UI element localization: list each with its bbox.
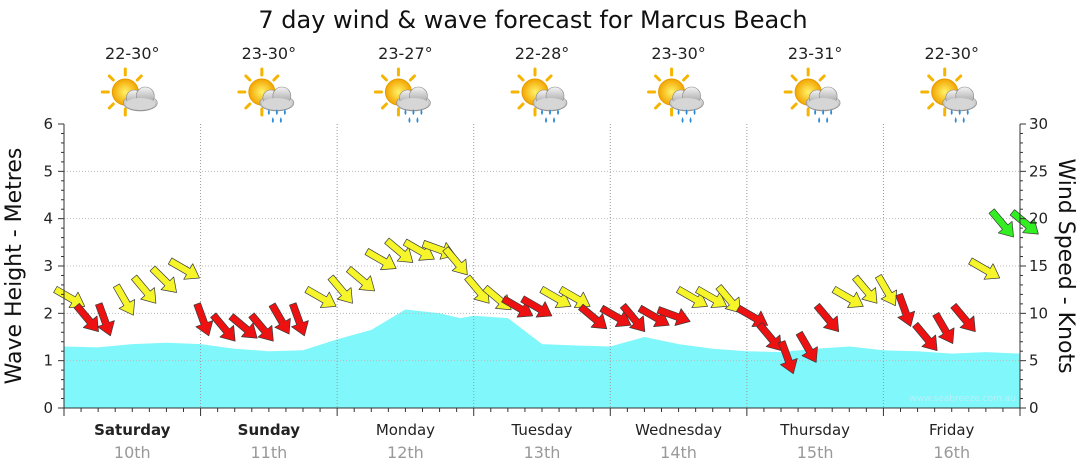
wind-arrow xyxy=(228,313,258,339)
wind-arrow xyxy=(912,322,938,352)
left-tick-label: 5 xyxy=(43,162,53,180)
day-name-label: Saturday xyxy=(94,421,171,439)
day-header-group: 22-30° 23-30° 23-27° 22-28° 23-30° 23-31° 22-3… xyxy=(100,44,979,123)
day-temperature: 22-30° xyxy=(105,44,160,63)
day-name-label: Friday xyxy=(929,421,975,439)
wind-arrow xyxy=(268,302,291,335)
wind-arrow xyxy=(520,295,553,318)
right-tick-label: 5 xyxy=(1029,352,1039,370)
gridlines xyxy=(64,124,1020,408)
wind-arrow xyxy=(736,304,769,327)
day-date-label: 14th xyxy=(660,443,697,462)
left-tick-labels: 0 1 2 3 4 5 6 xyxy=(43,115,64,417)
sun-cloud-rain-icon xyxy=(510,67,568,123)
wind-arrow xyxy=(442,246,468,276)
wind-arrow xyxy=(167,257,200,280)
right-tick-label: 30 xyxy=(1029,115,1048,133)
wind-arrow xyxy=(895,292,916,327)
right-axis-title: Wind Speed - Knots xyxy=(1053,158,1078,373)
wind-arrow xyxy=(113,283,136,316)
wind-arrow xyxy=(813,303,840,333)
wind-arrow xyxy=(831,286,864,309)
wind-arrow xyxy=(578,303,608,330)
left-tick-label: 3 xyxy=(43,257,53,275)
day-name-label: Thursday xyxy=(779,421,850,439)
wind-arrow xyxy=(1009,209,1039,235)
day-temperature: 23-30° xyxy=(242,44,297,63)
sun-cloud-rain-icon xyxy=(373,67,431,123)
left-tick-label: 1 xyxy=(43,352,53,370)
wind-arrow xyxy=(346,266,376,292)
wind-arrow xyxy=(53,286,86,309)
day-date-label: 12th xyxy=(387,443,424,462)
watermark: www.seabreeze.com.au xyxy=(909,394,1016,404)
day-temperature: 23-27° xyxy=(378,44,433,63)
wind-arrow xyxy=(950,303,976,333)
wind-arrow xyxy=(248,312,274,342)
right-tick-label: 0 xyxy=(1029,399,1039,417)
day-date-label: 10th xyxy=(114,443,151,462)
wind-arrow xyxy=(193,302,214,337)
day-labels: Saturday 10th Sunday 11th Monday 12th Tuesday 1… xyxy=(94,421,974,462)
wind-arrow xyxy=(852,274,878,304)
wind-arrow xyxy=(715,284,741,314)
wind-arrow xyxy=(932,312,955,344)
wind-arrow xyxy=(289,302,309,337)
chart-title: 7 day wind & wave forecast for Marcus Be… xyxy=(258,6,807,34)
right-tick-label: 15 xyxy=(1029,257,1048,275)
day-date-label: 11th xyxy=(250,443,287,462)
sun-cloud-rain-icon xyxy=(647,67,705,123)
wind-arrow xyxy=(304,286,337,309)
day-name-label: Wednesday xyxy=(635,421,722,439)
wind-arrow xyxy=(875,274,898,307)
wind-arrows xyxy=(53,208,1039,375)
wind-arrow xyxy=(95,302,115,337)
left-tick-label: 0 xyxy=(43,399,53,417)
day-date-label: 13th xyxy=(524,443,561,462)
wind-arrow xyxy=(795,330,818,363)
day-date-label: 16th xyxy=(933,443,970,462)
right-tick-labels: 0 5 10 15 20 25 30 xyxy=(1020,115,1048,417)
wind-arrow xyxy=(210,312,236,342)
wave-height-area xyxy=(64,309,1020,408)
wind-arrow xyxy=(558,286,591,309)
left-tick-label: 4 xyxy=(43,210,53,228)
wind-arrow xyxy=(131,274,157,304)
wind-arrow xyxy=(988,208,1014,238)
wind-arrow xyxy=(327,274,353,304)
day-name-label: Sunday xyxy=(238,421,301,439)
right-tick-label: 10 xyxy=(1029,304,1048,322)
sun-cloud-rain-icon xyxy=(920,67,978,123)
wind-arrow xyxy=(778,340,798,375)
day-temperature: 23-30° xyxy=(651,44,706,63)
wind-arrow xyxy=(756,322,782,352)
sun-cloud-rain-icon xyxy=(783,67,841,123)
day-temperature: 23-31° xyxy=(788,44,843,63)
plot-area: www.seabreeze.com.au xyxy=(53,124,1039,408)
day-name-label: Monday xyxy=(376,421,435,439)
right-tick-label: 25 xyxy=(1029,162,1048,180)
wind-arrow xyxy=(149,265,177,293)
wind-arrow xyxy=(364,248,397,271)
day-temperature: 22-30° xyxy=(924,44,979,63)
day-temperature: 22-28° xyxy=(515,44,570,63)
wind-arrow xyxy=(656,306,691,326)
left-axis-title: Wave Height - Metres xyxy=(2,148,27,385)
day-name-label: Tuesday xyxy=(510,421,572,439)
wind-arrow xyxy=(619,303,646,333)
right-tick-label: 20 xyxy=(1029,210,1048,228)
left-tick-label: 6 xyxy=(43,115,53,133)
wind-arrow xyxy=(968,257,1001,280)
left-tick-label: 2 xyxy=(43,304,53,322)
day-date-label: 15th xyxy=(797,443,834,462)
sun-cloud-rain-icon xyxy=(237,67,295,123)
wind-arrow xyxy=(73,303,99,333)
sun-cloud-icon xyxy=(100,67,158,117)
